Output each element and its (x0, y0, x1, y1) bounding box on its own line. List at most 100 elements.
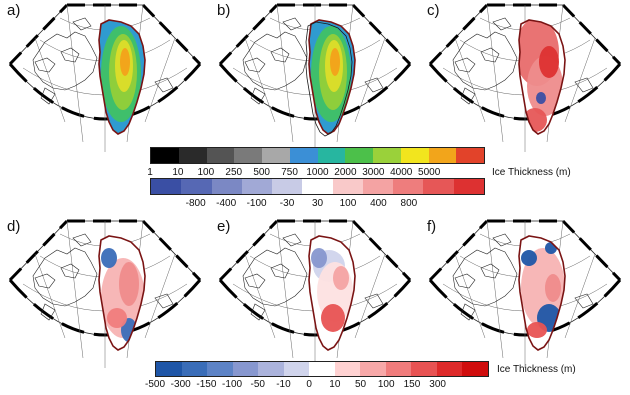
colorbar-tick-label: -800 (185, 198, 206, 209)
colorbar-tick-label: 4000 (390, 167, 413, 178)
colorbar-tick-label: 10 (329, 379, 341, 390)
map-frame-border (428, 3, 489, 66)
colorbar-segment (302, 179, 333, 194)
colorbar-tick-label: 300 (429, 379, 446, 390)
map-panel-c: c) (425, 2, 625, 152)
map-frame-border (8, 3, 69, 66)
panel-label-e: e) (217, 218, 231, 235)
coastline-arctic-islands (242, 233, 384, 321)
colorbar-tick-label: 1 (147, 167, 153, 178)
coastline-arctic-islands (452, 233, 594, 321)
ice-sheet-field (99, 236, 145, 350)
map-frame-border (141, 219, 202, 282)
colorbar-tick-label: 5000 (418, 167, 441, 178)
colorbar-tick-label: -150 (196, 379, 217, 390)
colorbar-segment (272, 179, 303, 194)
colorbar-tick-label: 50 (354, 379, 367, 390)
map-f (428, 219, 622, 368)
colorbar-segment (393, 179, 424, 194)
colorbar-thickness-ticks: 1 10 100 250 500 750 1000 2000 3000 4000 5000 (147, 167, 485, 181)
colorbar-tick-label: 100 (377, 379, 395, 390)
map-frame-border (351, 3, 412, 66)
coastline-arctic-islands (32, 17, 174, 105)
colorbar-thickness-title: Ice Thickness (m) (492, 167, 571, 178)
ice-sheet-field (99, 20, 145, 134)
map-frame-border (351, 219, 412, 282)
colorbar-tick-label: 100 (339, 198, 357, 209)
coastline-greenland (98, 235, 146, 351)
colorbar-segment (345, 148, 373, 163)
coastline-greenland (518, 235, 566, 351)
ice-sheet-field (309, 236, 355, 350)
map-panel-d: d) (5, 218, 205, 368)
ice-sheet-field (519, 236, 565, 350)
colorbar-tick-label: 3000 (362, 167, 385, 178)
colorbar-segment (317, 148, 346, 163)
colorbar-segment (234, 148, 262, 163)
map-frame-border (561, 219, 622, 282)
colorbar-tick-label: 1000 (306, 167, 329, 178)
coastline-arctic-islands (242, 17, 384, 105)
colorbar-tick-label: -400 (216, 198, 237, 209)
colorbar-tick-label: 10 (172, 167, 184, 178)
map-panel-b: b) (215, 2, 415, 152)
panel-label-a: a) (7, 2, 21, 19)
map-frame-border (428, 219, 489, 282)
colorbar-segment (181, 179, 212, 194)
colorbar-thickness (150, 147, 485, 164)
map-frame-border (218, 3, 279, 66)
colorbar-segment (309, 362, 335, 376)
colorbar-segment (428, 148, 457, 163)
colorbar-segment (334, 362, 361, 376)
colorbar-tick-label: -30 (279, 198, 295, 209)
colorbar-segment (241, 179, 273, 194)
colorbar-segment (178, 148, 207, 163)
colorbar-segment (262, 148, 290, 163)
colorbar-tick-label: 800 (400, 198, 418, 209)
colorbar-segment (151, 179, 182, 194)
colorbar-segment (360, 362, 386, 376)
colorbar-segment (207, 362, 233, 376)
map-b (218, 3, 412, 152)
map-d (8, 219, 202, 368)
colorbar-segment (423, 179, 454, 194)
coastline-arctic-islands (452, 17, 594, 105)
colorbar-segment (385, 362, 412, 376)
colorbar-segment (373, 148, 401, 163)
map-panel-f: f) (425, 218, 625, 368)
colorbar-tick-label: -500 (144, 379, 166, 390)
map-frame-border (141, 3, 202, 66)
colorbar-segment (411, 362, 437, 376)
colorbar-tick-label: -50 (250, 379, 265, 390)
colorbar-tick-label: 2000 (334, 167, 357, 178)
colorbar-difference-lower (155, 361, 489, 377)
colorbar-segment (181, 362, 208, 376)
coastline-greenland (308, 19, 356, 135)
map-frame-border (561, 3, 622, 66)
colorbar-difference-lower-title: Ice Thickness (m) (497, 364, 576, 375)
colorbar-tick-label: 0 (306, 379, 312, 390)
panel-label-d: d) (7, 218, 21, 235)
colorbar-tick-label: -300 (170, 379, 191, 390)
coastline-arctic-islands (32, 233, 174, 321)
colorbar-segment (232, 362, 259, 376)
map-panel-e: e) (215, 218, 415, 368)
colorbar-segment (362, 179, 394, 194)
colorbar-segment (456, 148, 484, 163)
map-panel-a: a) (5, 2, 205, 152)
colorbar-tick-label: 250 (225, 167, 243, 178)
coastline-greenland (518, 19, 566, 135)
colorbar-tick-label: 30 (311, 198, 324, 209)
colorbar-tick-label: 750 (281, 167, 298, 178)
colorbar-tick-label: 100 (197, 167, 215, 178)
colorbar-segment (332, 179, 363, 194)
colorbar-segment (400, 148, 429, 163)
colorbar-tick-label: 400 (370, 198, 387, 209)
colorbar-segment (283, 362, 310, 376)
colorbar-tick-label: 500 (253, 167, 270, 178)
colorbar-segment (453, 179, 484, 194)
colorbar-segment (436, 362, 463, 376)
panel-label-f: f) (427, 218, 437, 235)
colorbar-segment (151, 148, 179, 163)
map-a (8, 3, 202, 152)
